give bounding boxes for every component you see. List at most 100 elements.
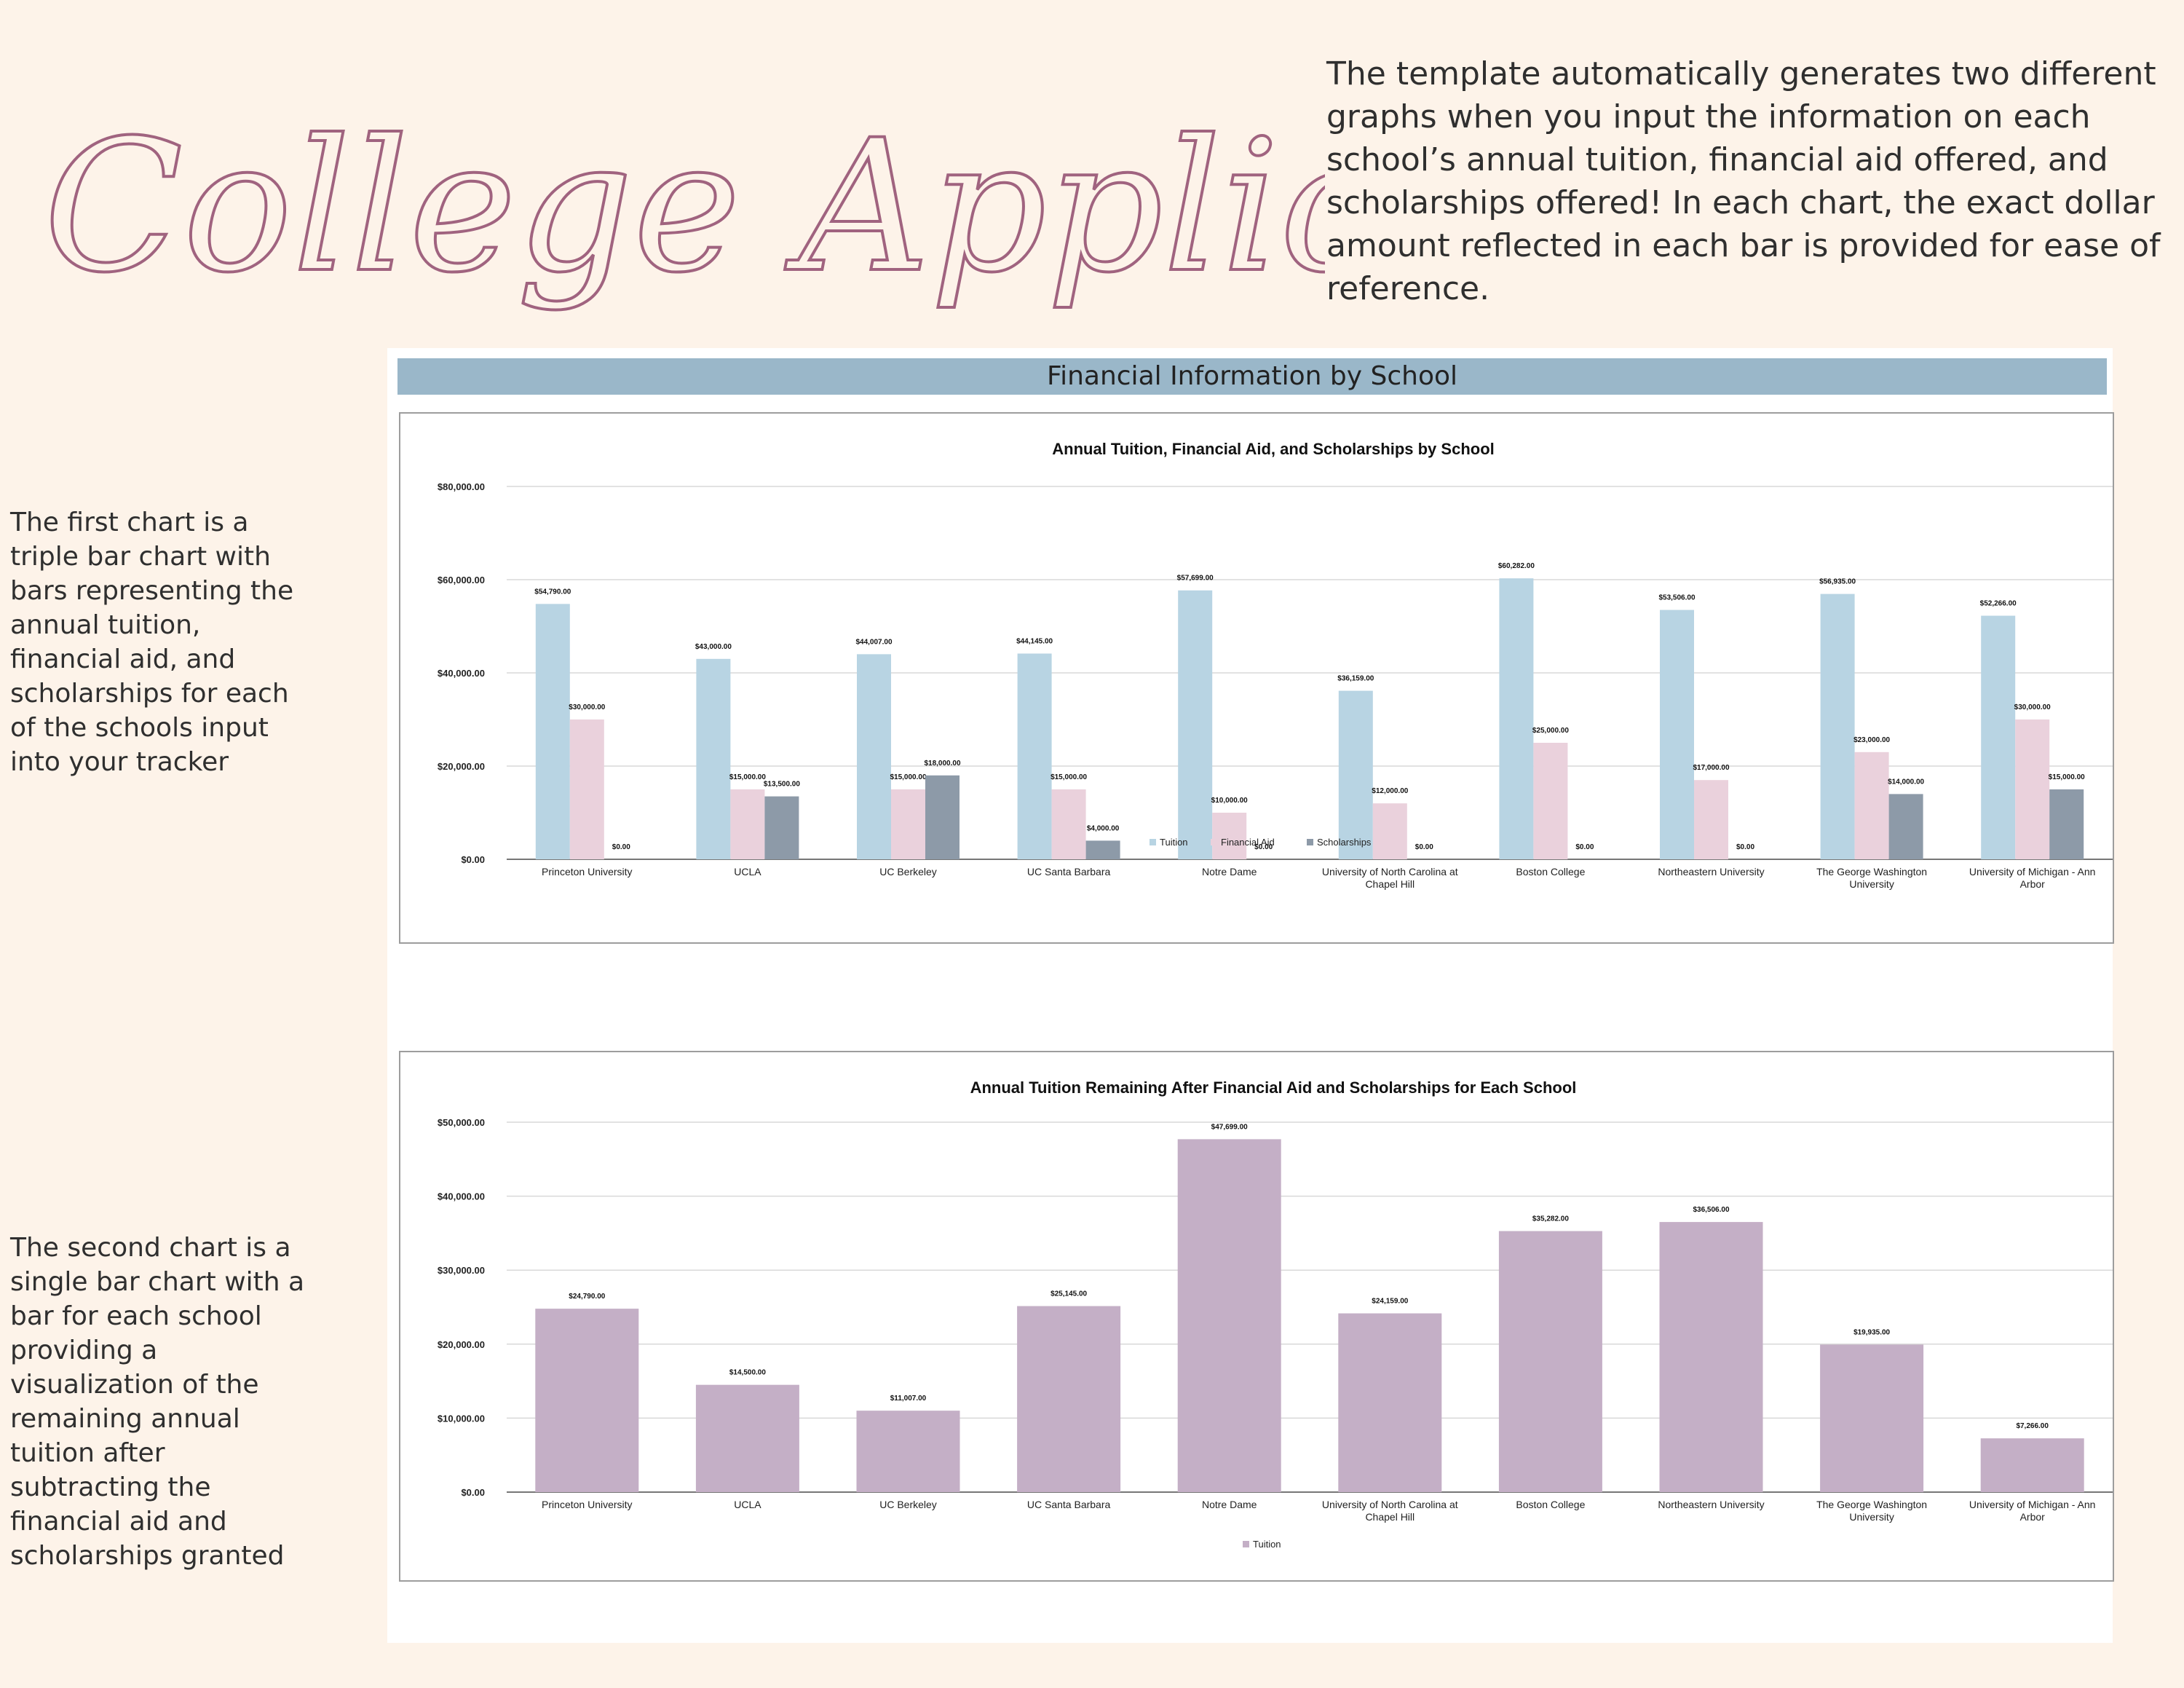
bar-scholarships bbox=[2049, 789, 2084, 859]
data-label: $7,266.00 bbox=[2016, 1422, 2049, 1430]
data-label: $12,000.00 bbox=[1372, 787, 1408, 795]
category-label: Princeton University bbox=[542, 866, 633, 877]
category-label: The George Washington bbox=[1816, 866, 1927, 877]
data-label: $23,000.00 bbox=[1853, 736, 1890, 744]
bar-financial-aid bbox=[1694, 780, 1728, 859]
y-tick-label: $40,000.00 bbox=[438, 668, 485, 679]
data-label: $0.00 bbox=[1736, 843, 1754, 851]
bar-financial-aid bbox=[1051, 789, 1086, 859]
bar-tuition bbox=[1659, 1222, 1763, 1492]
data-label: $15,000.00 bbox=[729, 773, 766, 781]
data-label: $36,506.00 bbox=[1693, 1206, 1729, 1214]
chart-remaining-tuition-svg: Annual Tuition Remaining After Financial… bbox=[438, 1078, 2113, 1550]
category-label: Boston College bbox=[1516, 1499, 1585, 1510]
legend-label: Tuition bbox=[1160, 837, 1188, 848]
chart-remaining-tuition: Annual Tuition Remaining After Financial… bbox=[399, 1051, 2114, 1582]
category-label: University of Michigan - Ann bbox=[1969, 866, 2096, 877]
legend-label: Tuition bbox=[1253, 1539, 1281, 1550]
data-label: $15,000.00 bbox=[1051, 773, 1087, 781]
bar-financial-aid bbox=[1854, 752, 1889, 859]
category-label: Northeastern University bbox=[1658, 1499, 1764, 1510]
bar-tuition bbox=[1660, 610, 1694, 859]
category-label: UC Berkeley bbox=[879, 866, 937, 877]
data-label: $30,000.00 bbox=[569, 703, 605, 711]
data-label: $47,699.00 bbox=[1211, 1123, 1248, 1131]
data-label: $14,000.00 bbox=[1888, 778, 1924, 786]
data-label: $57,699.00 bbox=[1177, 575, 1214, 583]
bar-financial-aid bbox=[1372, 803, 1407, 859]
y-tick-label: $30,000.00 bbox=[438, 1265, 485, 1276]
data-label: $25,145.00 bbox=[1051, 1290, 1087, 1298]
data-label: $0.00 bbox=[612, 843, 630, 851]
bar-financial-aid bbox=[2015, 719, 2050, 859]
data-label: $53,506.00 bbox=[1658, 594, 1695, 602]
y-tick-label: $20,000.00 bbox=[438, 761, 485, 772]
category-label: UC Santa Barbara bbox=[1027, 1499, 1111, 1510]
bar-tuition bbox=[857, 654, 891, 859]
first-chart-note: The first chart is a triple bar chart wi… bbox=[10, 508, 294, 777]
category-label: Chapel Hill bbox=[1365, 1511, 1415, 1523]
bar-tuition bbox=[1177, 1139, 1281, 1492]
category-label: University bbox=[1849, 878, 1894, 890]
category-label: UC Berkeley bbox=[879, 1499, 937, 1510]
bar-scholarships bbox=[764, 796, 799, 859]
data-label: $24,159.00 bbox=[1372, 1298, 1408, 1306]
category-label: Arbor bbox=[2020, 1511, 2046, 1523]
data-label: $10,000.00 bbox=[1211, 797, 1248, 805]
y-tick-label: $10,000.00 bbox=[438, 1413, 485, 1424]
data-label: $15,000.00 bbox=[2049, 773, 2085, 781]
chart-title: Annual Tuition, Financial Aid, and Schol… bbox=[1052, 440, 1495, 458]
category-label: University of North Carolina at bbox=[1322, 1499, 1458, 1510]
y-tick-label: $20,000.00 bbox=[438, 1339, 485, 1350]
chart-title: Annual Tuition Remaining After Financial… bbox=[970, 1078, 1577, 1097]
data-label: $4,000.00 bbox=[1087, 824, 1120, 832]
bar-tuition bbox=[1338, 1313, 1442, 1492]
bar-tuition bbox=[1338, 690, 1373, 859]
category-label: University bbox=[1849, 1511, 1894, 1523]
bar-scholarships bbox=[1888, 794, 1923, 859]
data-label: $43,000.00 bbox=[695, 643, 732, 651]
data-label: $14,500.00 bbox=[729, 1369, 766, 1377]
bar-tuition bbox=[856, 1411, 960, 1492]
data-label: $54,790.00 bbox=[534, 588, 571, 596]
category-label: Chapel Hill bbox=[1365, 878, 1415, 890]
bar-tuition bbox=[695, 1384, 799, 1492]
data-label: $44,007.00 bbox=[855, 638, 892, 646]
bar-tuition bbox=[696, 658, 731, 859]
bar-financial-aid bbox=[569, 719, 604, 859]
legend-label: Financial Aid bbox=[1221, 837, 1275, 848]
second-chart-note: The second chart is a single bar chart w… bbox=[10, 1233, 305, 1571]
data-label: $30,000.00 bbox=[2014, 703, 2051, 711]
data-label: $56,935.00 bbox=[1819, 578, 1856, 586]
data-label: $18,000.00 bbox=[924, 760, 960, 768]
data-label: $15,000.00 bbox=[890, 773, 926, 781]
category-label: UC Santa Barbara bbox=[1027, 866, 1111, 877]
y-tick-label: $80,000.00 bbox=[438, 481, 485, 492]
category-label: The George Washington bbox=[1816, 1499, 1927, 1510]
bar-financial-aid bbox=[1533, 743, 1568, 859]
y-tick-label: $0.00 bbox=[461, 1487, 485, 1498]
data-label: $60,282.00 bbox=[1498, 562, 1535, 570]
data-label: $0.00 bbox=[1415, 843, 1433, 851]
section-header: Financial Information by School bbox=[397, 358, 2107, 395]
data-label: $52,266.00 bbox=[1980, 599, 2017, 607]
bar-tuition bbox=[535, 1309, 639, 1492]
data-label: $19,935.00 bbox=[1853, 1328, 1890, 1336]
legend-swatch bbox=[1307, 839, 1313, 845]
page-title-text: College Application Tracker bbox=[44, 100, 1325, 312]
y-tick-label: $0.00 bbox=[461, 854, 485, 865]
bar-tuition bbox=[1178, 590, 1213, 859]
legend-swatch bbox=[1243, 1541, 1249, 1547]
category-label: Arbor bbox=[2020, 878, 2046, 890]
data-label: $44,145.00 bbox=[1016, 637, 1053, 645]
bar-tuition bbox=[1017, 1306, 1121, 1492]
y-tick-label: $60,000.00 bbox=[438, 575, 485, 585]
bar-financial-aid bbox=[730, 789, 765, 859]
category-label: UCLA bbox=[734, 1499, 761, 1510]
bar-scholarships bbox=[1085, 840, 1120, 859]
bar-financial-aid bbox=[891, 789, 925, 859]
y-tick-label: $40,000.00 bbox=[438, 1191, 485, 1202]
category-label: Notre Dame bbox=[1202, 866, 1257, 877]
legend-label: Scholarships bbox=[1317, 837, 1372, 848]
bar-tuition bbox=[1820, 1344, 1924, 1492]
